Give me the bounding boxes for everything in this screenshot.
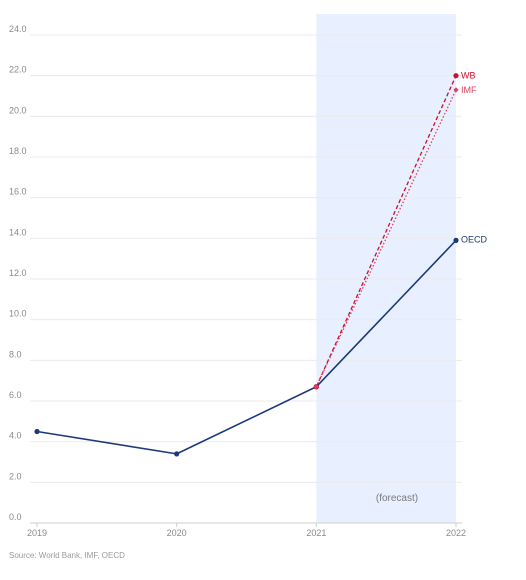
y-tick-label: 14.0 bbox=[9, 227, 27, 237]
series-lines bbox=[36, 75, 457, 455]
data-point-wb bbox=[453, 73, 459, 79]
x-tick-label: 2019 bbox=[27, 528, 47, 538]
y-tick-label: 12.0 bbox=[9, 268, 27, 278]
y-tick-label: 6.0 bbox=[9, 390, 22, 400]
y-tick-label: 24.0 bbox=[9, 24, 27, 34]
data-point-oecd bbox=[174, 451, 180, 457]
data-points bbox=[34, 73, 459, 457]
series-label-imf: IMF bbox=[461, 85, 477, 95]
x-axis-tick-labels: 2019 2020 2021 2022 bbox=[27, 523, 466, 538]
data-point-oecd bbox=[453, 237, 459, 243]
y-tick-label: 2.0 bbox=[9, 471, 22, 481]
series-line-imf bbox=[315, 89, 457, 388]
series-labels: OECD WB IMF bbox=[461, 71, 488, 245]
series-line-oecd bbox=[36, 239, 457, 455]
y-tick-label: 16.0 bbox=[9, 187, 27, 197]
data-point-imf bbox=[313, 384, 319, 390]
forecast-region bbox=[316, 14, 456, 523]
source-note: Source: World Bank, IMF, OECD bbox=[9, 551, 125, 560]
y-tick-label: 18.0 bbox=[9, 146, 27, 156]
forecast-shading bbox=[316, 14, 456, 523]
x-tick-label: 2020 bbox=[167, 528, 187, 538]
y-tick-label: 20.0 bbox=[9, 105, 27, 115]
y-axis-tick-labels: 0.0 2.0 4.0 6.0 8.0 10.0 12.0 14.0 16.0 18.0 20.0 2… bbox=[9, 24, 27, 522]
x-tick-label: 2022 bbox=[446, 528, 466, 538]
x-tick-label: 2021 bbox=[306, 528, 326, 538]
data-point-imf bbox=[453, 87, 459, 93]
data-point-oecd bbox=[34, 428, 40, 435]
series-label-oecd: OECD bbox=[461, 234, 488, 244]
forecast-annotation: (forecast) bbox=[376, 493, 418, 504]
series-label-wb: WB bbox=[461, 71, 476, 81]
series-line-wb bbox=[315, 75, 457, 388]
y-tick-label: 4.0 bbox=[9, 431, 22, 441]
y-tick-label: 8.0 bbox=[9, 349, 22, 359]
y-tick-label: 0.0 bbox=[9, 512, 22, 522]
y-tick-label: 10.0 bbox=[9, 309, 27, 319]
y-tick-label: 22.0 bbox=[9, 65, 27, 75]
